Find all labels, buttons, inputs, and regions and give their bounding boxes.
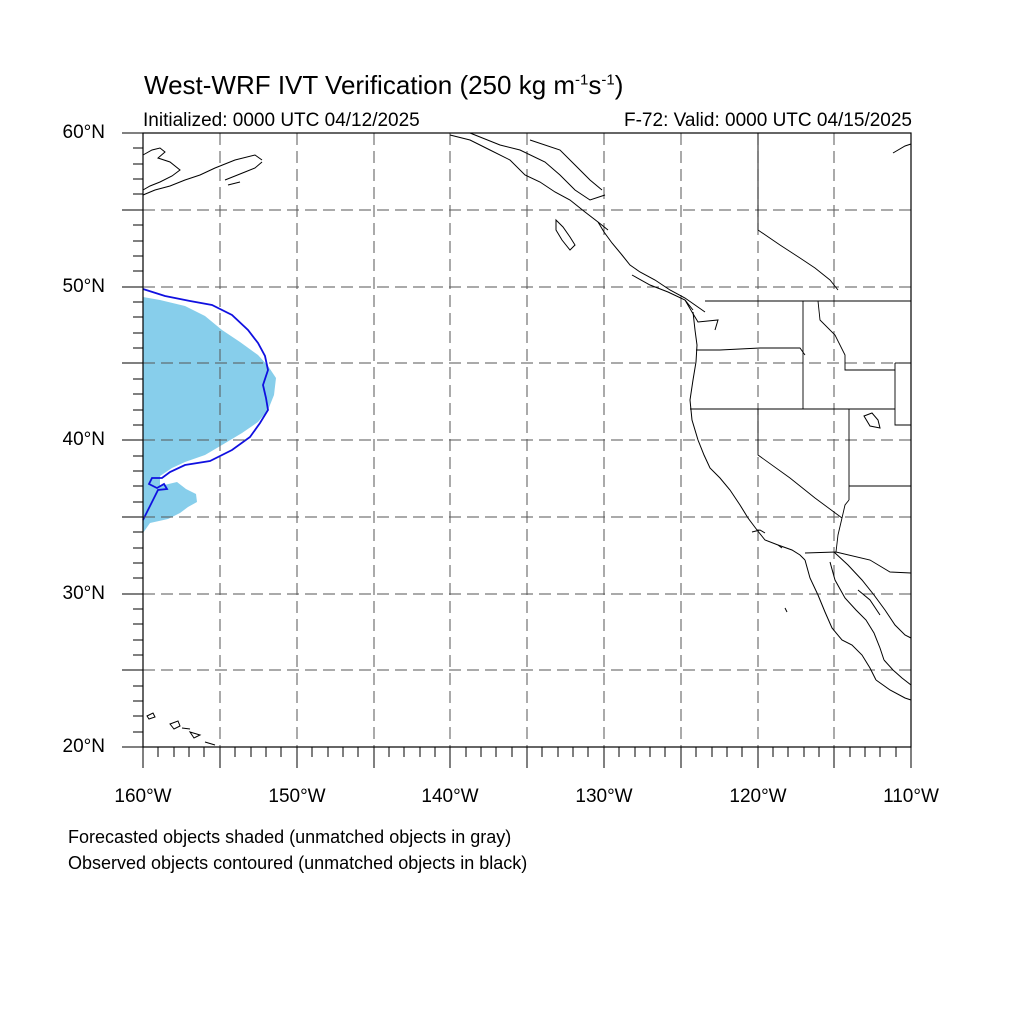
valid-time-label: F-72: Valid: 0000 UTC 04/15/2025 [624, 110, 912, 131]
lat-label-60n: 60°N [62, 122, 105, 143]
observed-ivt-contour [142, 288, 269, 521]
lon-label-110w: 110°W [883, 786, 939, 807]
axis-ticks [122, 132, 912, 768]
lat-label-30n: 30°N [62, 583, 105, 604]
lon-label-140w: 140°W [421, 786, 479, 807]
lon-label-160w: 160°W [114, 786, 172, 807]
forecast-note: Forecasted objects shaded (unmatched obj… [68, 827, 512, 847]
graticule [143, 133, 911, 747]
lon-label-150w: 150°W [268, 786, 326, 807]
coastlines [142, 132, 912, 746]
init-time-label: Initialized: 0000 UTC 04/12/2025 [143, 110, 420, 131]
lat-label-20n: 20°N [62, 736, 105, 757]
observed-note: Observed objects contoured (unmatched ob… [68, 853, 528, 873]
political-borders [690, 133, 912, 574]
lon-label-120w: 120°W [729, 786, 787, 807]
map-title: West-WRF IVT Verification (250 kg m-1s-1… [144, 70, 624, 100]
lat-label-40n: 40°N [62, 429, 105, 450]
forecast-ivt-object [143, 297, 276, 533]
lon-label-130w: 130°W [575, 786, 633, 807]
lat-label-50n: 50°N [62, 276, 105, 297]
